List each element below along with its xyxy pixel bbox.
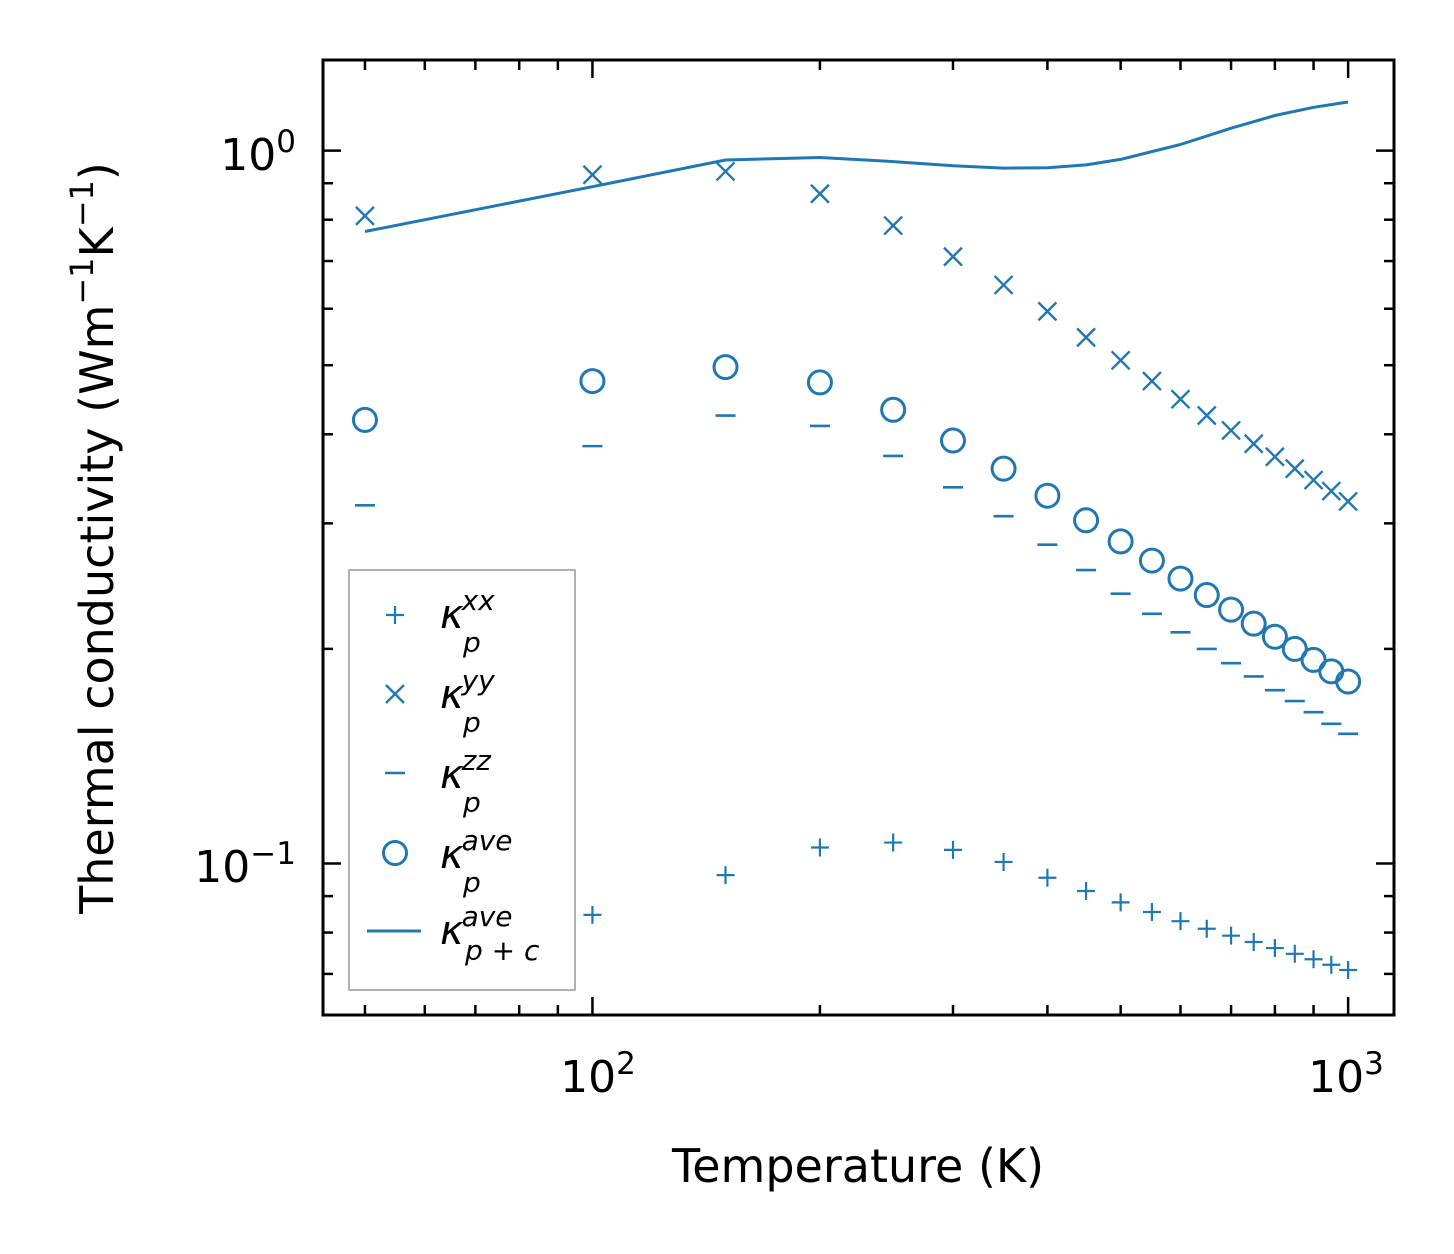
- series-xx: [355, 833, 1358, 983]
- point-xx-900: [1304, 950, 1323, 969]
- point-xx-300: [943, 840, 962, 859]
- minor-ticks: [323, 60, 1394, 1015]
- point-xx-1000: [1339, 960, 1358, 979]
- point-yy-650: [1196, 405, 1217, 426]
- legend-label-ave: κave: [440, 824, 513, 878]
- point-ave-350: [990, 455, 1017, 482]
- point-xx-650: [1197, 919, 1216, 938]
- point-ave-100: [579, 368, 606, 395]
- point-ave-300: [939, 427, 966, 454]
- point-xx-100: [583, 905, 602, 924]
- x-tick-label-100: 102: [560, 1046, 636, 1103]
- legend: κxx p κyy p κzz p κave p κave p + c: [348, 569, 576, 991]
- legend-label-yy: κyy: [440, 664, 495, 718]
- point-yy-250: [883, 215, 904, 236]
- point-ave-650: [1193, 582, 1220, 609]
- point-yy-800: [1265, 446, 1285, 467]
- series-zz: [354, 414, 1359, 736]
- point-ave-700: [1218, 596, 1245, 623]
- y-tick-label-0.1: 10−1: [194, 836, 296, 893]
- legend-marker-yy: [385, 684, 405, 704]
- legend-label-xx: κxx: [440, 584, 495, 638]
- point-ave-250: [880, 396, 907, 423]
- point-xx-700: [1222, 926, 1241, 945]
- series-pc-line: [364, 100, 1349, 233]
- x-tick-label-1000: 103: [1308, 1046, 1384, 1103]
- y-tick-label-1: 100: [220, 124, 296, 181]
- point-xx-800: [1265, 939, 1284, 958]
- point-yy-400: [1037, 301, 1058, 322]
- point-yy-100: [582, 164, 603, 185]
- point-ave-550: [1138, 547, 1165, 574]
- point-yy-50: [355, 206, 375, 226]
- legend-marker-xx: [386, 606, 404, 624]
- point-yy-600: [1170, 389, 1191, 410]
- point-ave-600: [1167, 565, 1194, 592]
- series-yy: [355, 161, 1358, 512]
- legend-sub-zz: p: [462, 786, 481, 819]
- legend-box: [348, 569, 576, 991]
- point-xx-400: [1038, 868, 1057, 887]
- point-xx-850: [1285, 944, 1304, 963]
- point-xx-450: [1077, 881, 1096, 900]
- legend-sub-ave: p: [462, 866, 481, 899]
- point-ave-900: [1300, 646, 1327, 673]
- series-layer: [351, 100, 1362, 983]
- plot-frame: [321, 58, 1396, 1017]
- point-xx-750: [1244, 933, 1263, 952]
- point-ave-800: [1261, 623, 1288, 650]
- point-yy-200: [810, 183, 830, 204]
- point-yy-450: [1076, 327, 1096, 348]
- point-xx-150: [716, 866, 735, 885]
- x-axis-label: Temperature (K): [671, 1139, 1044, 1193]
- point-xx-200: [810, 838, 829, 857]
- point-xx-600: [1171, 912, 1190, 931]
- point-ave-850: [1281, 635, 1308, 662]
- point-yy-900: [1303, 470, 1324, 490]
- point-yy-750: [1243, 433, 1264, 454]
- legend-sub-yy: p: [462, 706, 481, 739]
- legend-markers: [367, 606, 421, 933]
- point-ave-500: [1107, 528, 1134, 555]
- point-ave-400: [1034, 482, 1061, 509]
- legend-marker-ave: [382, 840, 408, 866]
- point-xx-350: [994, 852, 1013, 871]
- point-yy-1000: [1338, 491, 1358, 512]
- y-axis-label: Thermal conductivity (Wm−1K−1): [63, 162, 124, 915]
- point-yy-850: [1284, 458, 1305, 479]
- legend-sub-pc: p + c: [464, 934, 540, 967]
- series-pc: [364, 100, 1349, 233]
- major-ticks: [323, 60, 1394, 1015]
- point-yy-350: [993, 275, 1014, 295]
- point-ave-1000: [1335, 668, 1362, 695]
- point-xx-950: [1322, 955, 1341, 974]
- point-yy-950: [1321, 481, 1342, 501]
- point-yy-300: [943, 246, 963, 267]
- point-yy-500: [1110, 350, 1131, 371]
- point-yy-700: [1221, 420, 1241, 441]
- point-ave-150: [712, 354, 739, 381]
- point-ave-50: [351, 406, 378, 433]
- point-ave-450: [1073, 507, 1100, 534]
- legend-label-zz: κzz: [440, 744, 492, 798]
- point-ave-750: [1240, 610, 1267, 637]
- series-ave: [351, 354, 1362, 695]
- point-yy-550: [1142, 371, 1162, 391]
- legend-label-pc: κave: [440, 900, 513, 954]
- legend-sub-xx: p: [462, 626, 481, 659]
- point-xx-250: [884, 833, 903, 852]
- point-yy-150: [715, 161, 736, 182]
- point-xx-500: [1111, 893, 1130, 912]
- point-ave-200: [806, 369, 833, 396]
- point-xx-550: [1142, 902, 1161, 921]
